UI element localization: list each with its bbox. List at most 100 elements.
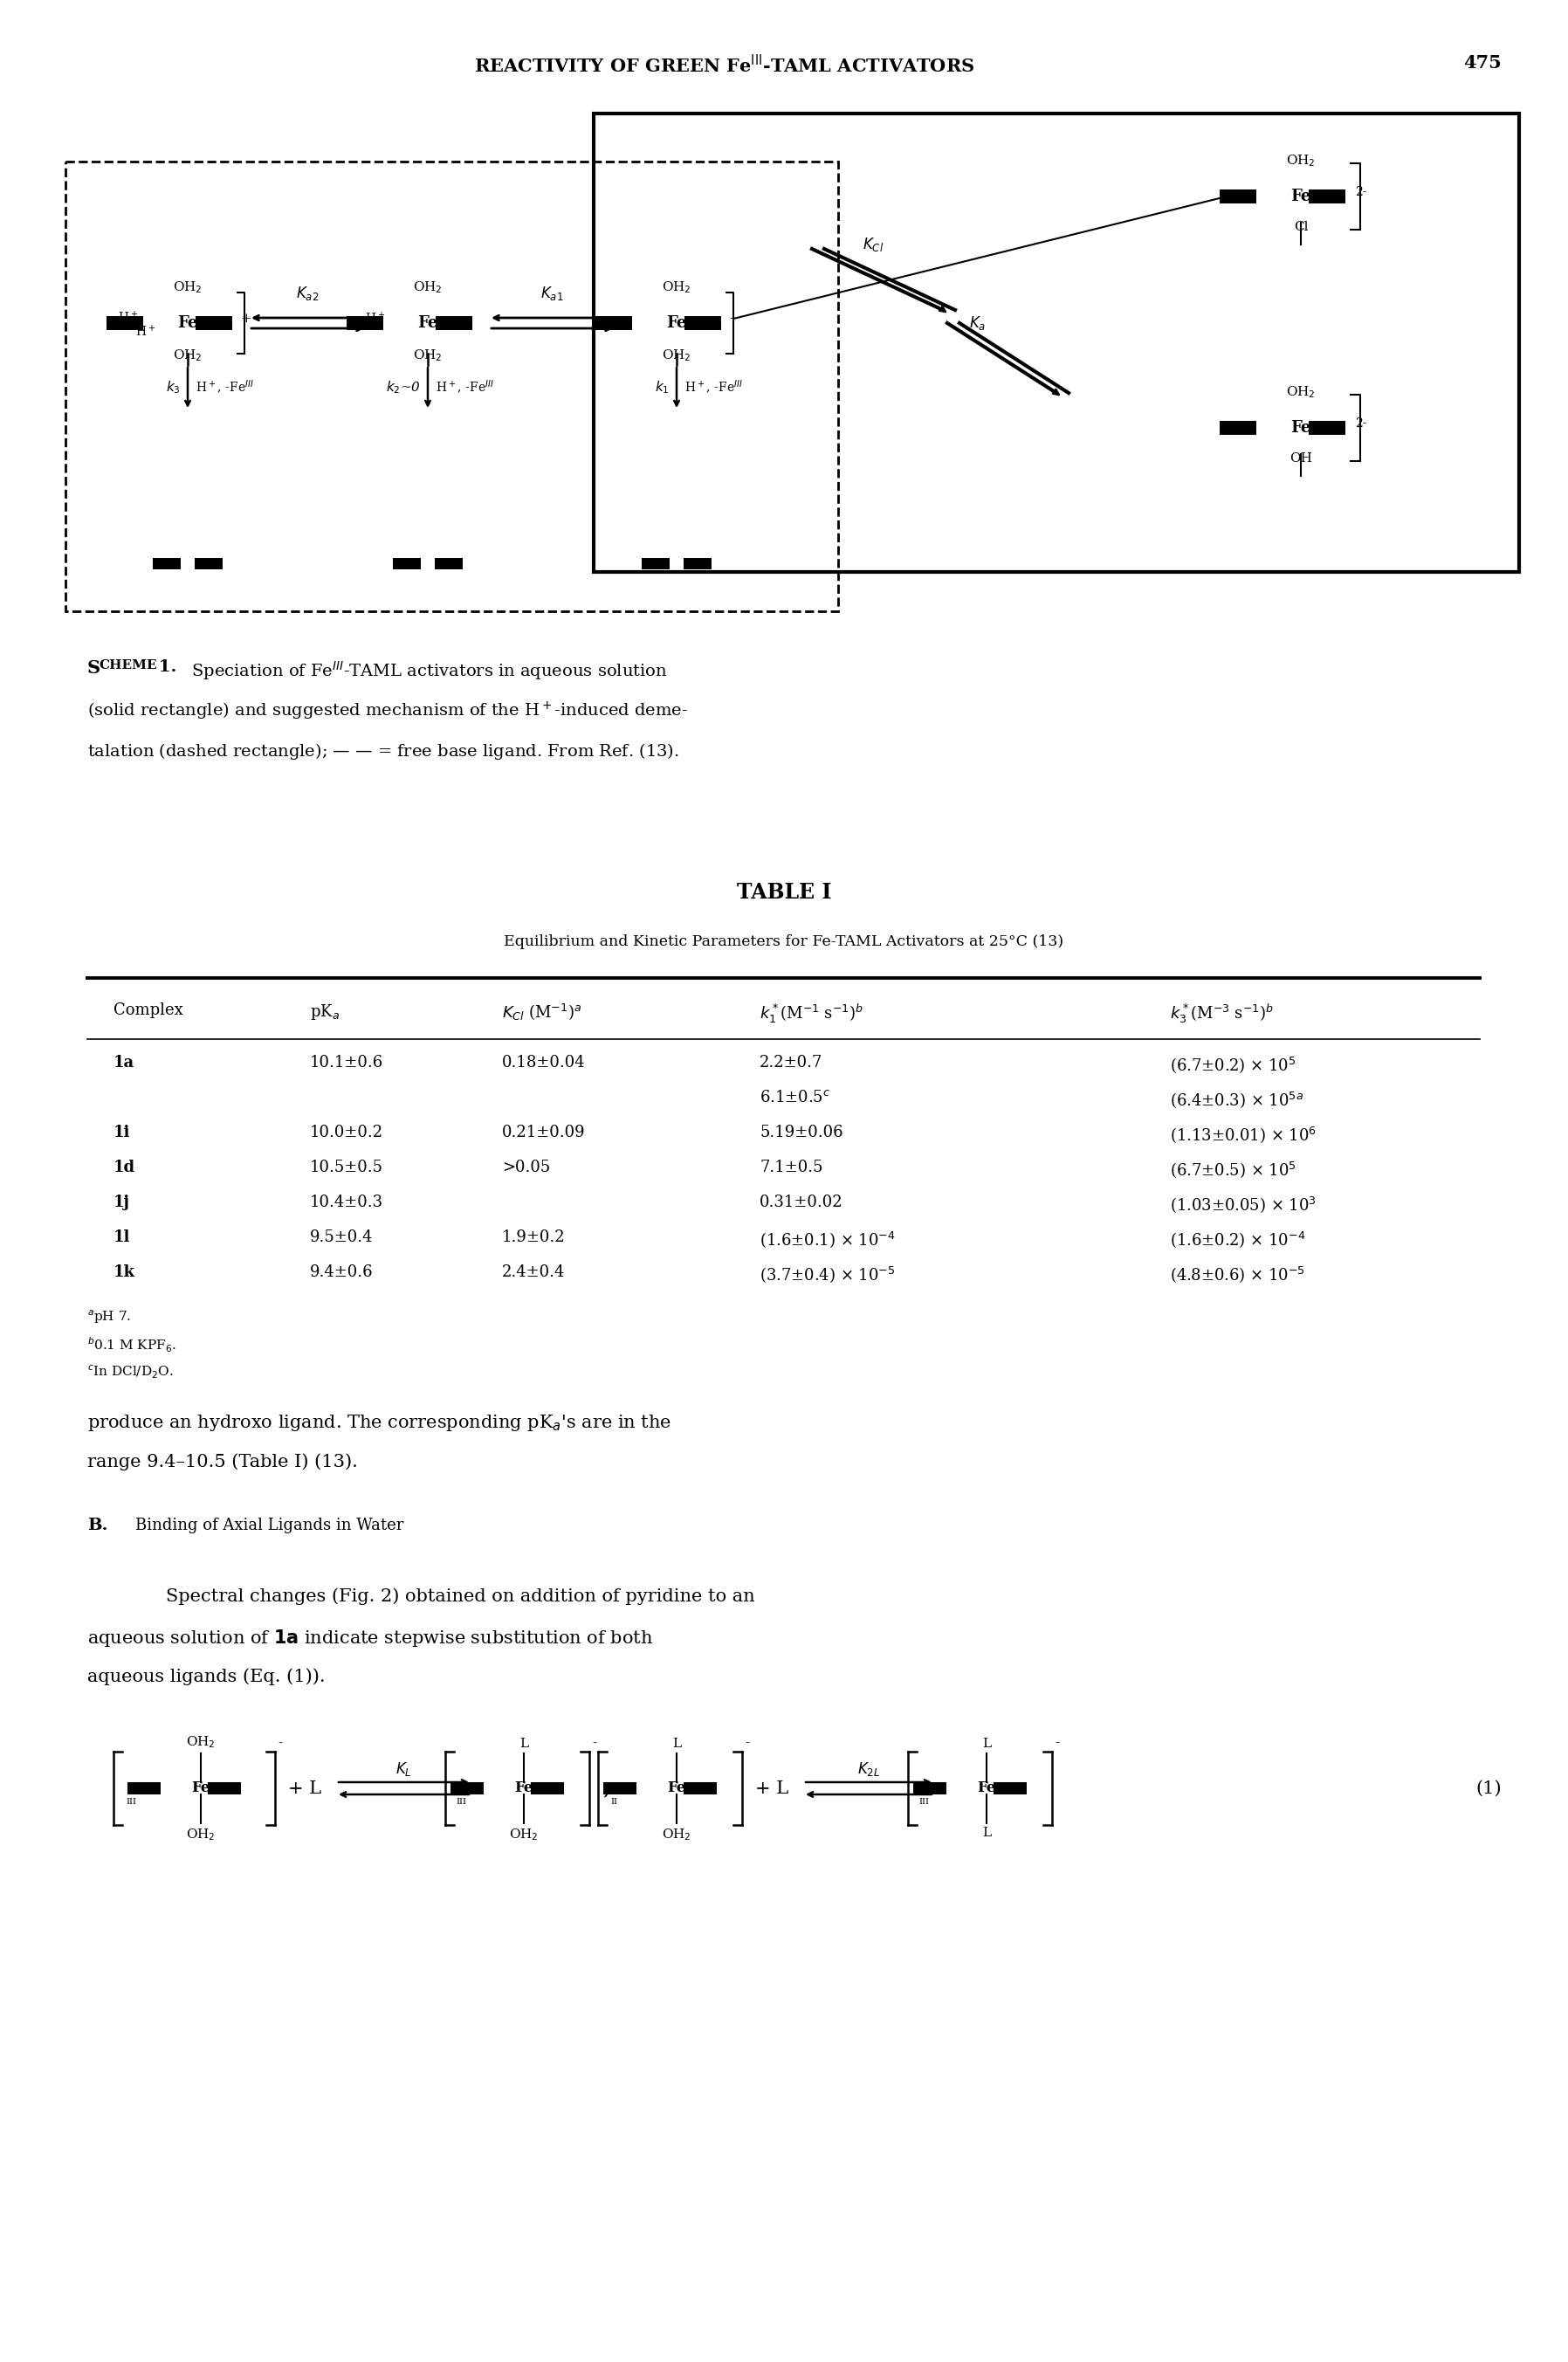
Text: 2.2±0.7: 2.2±0.7	[759, 1056, 823, 1070]
Bar	[604, 1783, 637, 1795]
Text: 5.19±0.06: 5.19±0.06	[759, 1124, 844, 1141]
Text: 2.4±0.4: 2.4±0.4	[502, 1264, 564, 1280]
Text: 1l: 1l	[113, 1231, 130, 1245]
Text: (1.6±0.2) × 10$^{-4}$: (1.6±0.2) × 10$^{-4}$	[1170, 1231, 1306, 1249]
Text: 9.4±0.6: 9.4±0.6	[310, 1264, 373, 1280]
Text: $^b$0.1 M KPF$_6$.: $^b$0.1 M KPF$_6$.	[88, 1337, 176, 1356]
Text: OH: OH	[1289, 451, 1312, 465]
Text: TABLE I: TABLE I	[737, 881, 831, 902]
Text: REACTIVITY OF GREEN Fe$^{\mathrm{III}}$-TAML ACTIVATORS: REACTIVITY OF GREEN Fe$^{\mathrm{III}}$-…	[475, 54, 975, 76]
Text: aqueous ligands (Eq. (1)).: aqueous ligands (Eq. (1)).	[88, 1668, 325, 1684]
Text: (6.4±0.3) × 10$^{5a}$: (6.4±0.3) × 10$^{5a}$	[1170, 1089, 1303, 1110]
Text: $^a$pH 7.: $^a$pH 7.	[88, 1309, 132, 1325]
Text: Fe: Fe	[191, 1781, 210, 1795]
Bar	[127, 1783, 160, 1795]
Bar	[107, 317, 143, 331]
Text: H$^+$: H$^+$	[118, 309, 138, 326]
Text: -: -	[729, 312, 734, 326]
Text: 475: 475	[1463, 54, 1502, 71]
Text: Fe: Fe	[666, 314, 687, 331]
Text: Fe: Fe	[668, 1781, 685, 1795]
Text: -: -	[593, 1736, 596, 1748]
Text: produce an hydroxo ligand. The corresponding pK$_a$'s are in the: produce an hydroxo ligand. The correspon…	[88, 1412, 671, 1434]
Text: 1a: 1a	[113, 1056, 135, 1070]
Text: OH$_2$: OH$_2$	[510, 1826, 538, 1842]
Text: ;: ;	[602, 1779, 610, 1797]
Text: Spectral changes (Fig. 2) obtained on addition of pyridine to an: Spectral changes (Fig. 2) obtained on ad…	[166, 1587, 754, 1604]
Text: H$^+$, -Fe$^{III}$: H$^+$, -Fe$^{III}$	[681, 378, 743, 397]
Text: Fe: Fe	[177, 314, 198, 331]
Text: OH$_2$: OH$_2$	[172, 279, 202, 295]
Text: (6.7±0.5) × 10$^5$: (6.7±0.5) × 10$^5$	[1170, 1160, 1297, 1179]
Text: aqueous solution of $\mathbf{1a}$ indicate stepwise substitution of both: aqueous solution of $\mathbf{1a}$ indica…	[88, 1627, 652, 1649]
Text: $k_2$~0: $k_2$~0	[386, 380, 420, 397]
Text: L: L	[982, 1738, 991, 1750]
Text: OH$_2$: OH$_2$	[662, 279, 691, 295]
Bar	[1309, 189, 1345, 203]
Text: $K_{a2}$: $K_{a2}$	[296, 286, 318, 302]
Text: OH$_2$: OH$_2$	[187, 1826, 215, 1842]
Text: Fe: Fe	[977, 1781, 996, 1795]
Bar	[641, 557, 670, 569]
Text: 1.9±0.2: 1.9±0.2	[502, 1231, 566, 1245]
Text: range 9.4–10.5 (Table I) (13).: range 9.4–10.5 (Table I) (13).	[88, 1453, 358, 1469]
Text: +: +	[240, 312, 251, 326]
Text: $K_{Cl}$: $K_{Cl}$	[862, 236, 884, 253]
Bar	[196, 317, 232, 331]
Text: $K_L$: $K_L$	[395, 1760, 412, 1779]
Text: 10.4±0.3: 10.4±0.3	[310, 1195, 384, 1209]
Text: OH$_2$: OH$_2$	[412, 347, 442, 364]
Text: H$^+$, -Fe$^{III}$: H$^+$, -Fe$^{III}$	[433, 378, 494, 397]
Text: $^c$In DCl/D$_2$O.: $^c$In DCl/D$_2$O.	[88, 1363, 174, 1382]
Text: OH$_2$: OH$_2$	[1286, 385, 1316, 399]
Bar	[1220, 420, 1256, 435]
Bar	[434, 557, 463, 569]
Text: (3.7±0.4) × 10$^{-5}$: (3.7±0.4) × 10$^{-5}$	[759, 1264, 895, 1285]
Text: -: -	[745, 1736, 750, 1748]
Text: 2-: 2-	[1355, 187, 1367, 198]
Text: 6.1±0.5$^c$: 6.1±0.5$^c$	[759, 1089, 831, 1105]
Text: 0.21±0.09: 0.21±0.09	[502, 1124, 585, 1141]
Text: + L: + L	[756, 1781, 789, 1797]
Bar	[994, 1783, 1027, 1795]
Text: $k_3$: $k_3$	[166, 380, 180, 397]
Text: OH$_2$: OH$_2$	[412, 279, 442, 295]
Text: Complex: Complex	[113, 1001, 183, 1018]
Text: III: III	[456, 1797, 466, 1807]
Text: OH$_2$: OH$_2$	[662, 1826, 691, 1842]
Text: B: B	[122, 1519, 136, 1533]
Bar	[596, 317, 632, 331]
Text: 0.31±0.02: 0.31±0.02	[759, 1195, 844, 1209]
Text: (1.03±0.05) × 10$^3$: (1.03±0.05) × 10$^3$	[1170, 1195, 1317, 1214]
Text: 10.0±0.2: 10.0±0.2	[310, 1124, 384, 1141]
Text: -: -	[1055, 1736, 1058, 1748]
Text: talation (dashed rectangle); $\mathbf{—}$ $\mathbf{—}$ = free base ligand. From : talation (dashed rectangle); $\mathbf{—}…	[88, 742, 679, 761]
Text: 0.18±0.04: 0.18±0.04	[502, 1056, 585, 1070]
Text: >0.05: >0.05	[502, 1160, 550, 1176]
Text: $k_3^*$(M$^{-3}$ s$^{-1}$)$^b$: $k_3^*$(M$^{-3}$ s$^{-1}$)$^b$	[1170, 1001, 1273, 1025]
Text: Fe: Fe	[417, 314, 437, 331]
Text: 9.5±0.4: 9.5±0.4	[310, 1231, 373, 1245]
Bar	[684, 1783, 717, 1795]
Bar	[1309, 420, 1345, 435]
Text: 7.1±0.5: 7.1±0.5	[759, 1160, 823, 1176]
Text: L: L	[673, 1738, 681, 1750]
Text: + L: + L	[289, 1781, 321, 1797]
Bar	[450, 1783, 483, 1795]
Text: OH$_2$: OH$_2$	[187, 1734, 215, 1750]
Bar	[152, 557, 180, 569]
Text: OH$_2$: OH$_2$	[1286, 154, 1316, 168]
Text: III: III	[919, 1797, 928, 1807]
Text: Fe: Fe	[1290, 189, 1311, 205]
Text: 10.1±0.6: 10.1±0.6	[310, 1056, 384, 1070]
Text: $K_a$: $K_a$	[969, 314, 986, 331]
Text: L: L	[519, 1738, 528, 1750]
Text: OH$_2$: OH$_2$	[662, 347, 691, 364]
Bar	[209, 1783, 241, 1795]
Text: 1.: 1.	[152, 659, 177, 676]
Bar	[1220, 189, 1256, 203]
Text: (6.7±0.2) × 10$^5$: (6.7±0.2) × 10$^5$	[1170, 1056, 1297, 1075]
Text: 1d: 1d	[113, 1160, 135, 1176]
Bar	[194, 557, 223, 569]
Text: III: III	[125, 1797, 136, 1807]
